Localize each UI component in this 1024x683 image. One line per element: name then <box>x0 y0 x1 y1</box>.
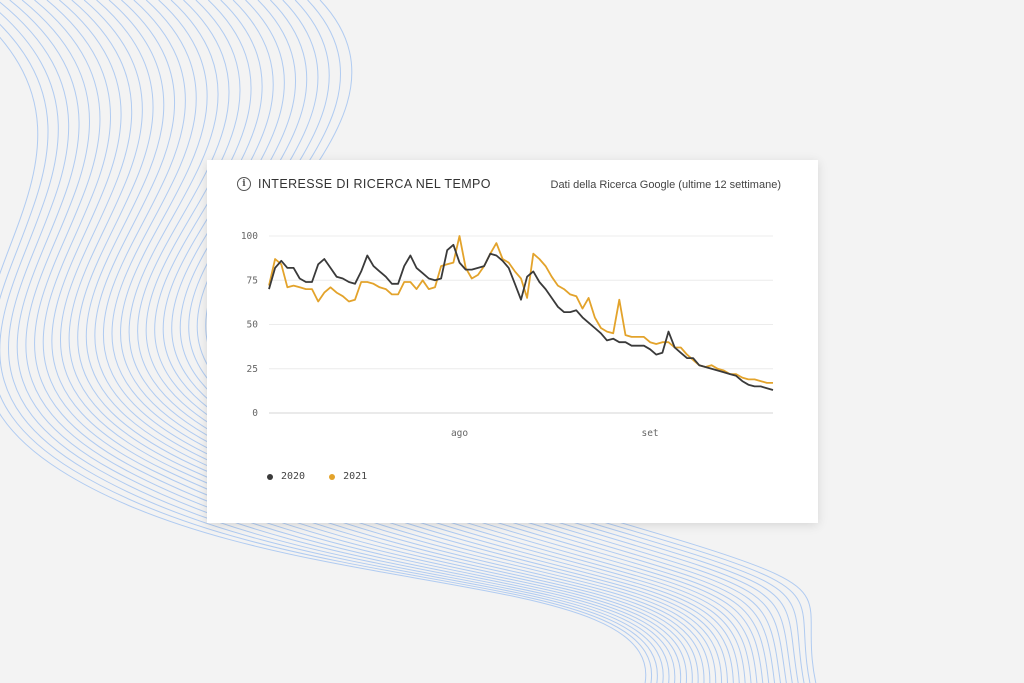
background-wave-line <box>42 0 687 683</box>
y-tick-label: 0 <box>252 408 258 419</box>
legend-label-2020: 2020 <box>281 471 306 482</box>
legend-dot-2021 <box>329 473 336 480</box>
background-wave-line <box>111 0 734 683</box>
legend-item-2020[interactable]: 2020 <box>267 471 305 482</box>
background-wave-line <box>21 0 676 683</box>
background-wave-line <box>68 0 705 683</box>
card-title: INTERESSE DI RICERCA NEL TEMPO <box>258 177 491 191</box>
card-header: i INTERESSE DI RICERCA NEL TEMPO <box>237 177 491 191</box>
background-wave-line <box>77 0 711 683</box>
legend-item-2021[interactable]: 2021 <box>329 471 367 482</box>
data-source-label: Dati della Ricerca Google (ultime 12 set… <box>550 179 782 191</box>
legend-label-2021: 2021 <box>343 471 368 482</box>
y-tick-label: 100 <box>241 231 258 242</box>
background-wave-line <box>85 0 717 683</box>
background-wave-line <box>102 0 728 683</box>
info-icon[interactable]: i <box>237 177 251 191</box>
series-line-2021 <box>268 235 773 384</box>
background-wave-line <box>128 0 746 683</box>
legend-dot-2020 <box>267 473 273 480</box>
background-wave-line <box>0 24 653 683</box>
background-wave-line <box>51 0 693 683</box>
chart-legend: 2020 2021 <box>267 471 391 482</box>
y-tick-label: 25 <box>247 364 258 375</box>
background-wave-line <box>9 0 670 683</box>
series-line-2020 <box>268 243 774 391</box>
background-wave-line <box>34 0 682 683</box>
y-tick-label: 50 <box>247 320 259 331</box>
background-wave-line <box>120 0 740 683</box>
x-tick-label: set <box>641 428 658 439</box>
background-wave-line <box>0 12 658 683</box>
background-wave-line <box>0 1 664 683</box>
background-wave-line <box>60 0 699 683</box>
line-chart: 0 25 50 75 100 ago set <box>241 231 774 439</box>
background-wave-line <box>0 37 647 683</box>
background-wave-line <box>94 0 723 683</box>
y-tick-label: 75 <box>247 275 258 286</box>
x-tick-label: ago <box>451 428 468 439</box>
chart-card: i INTERESSE DI RICERCA NEL TEMPO Dati de… <box>207 160 818 523</box>
